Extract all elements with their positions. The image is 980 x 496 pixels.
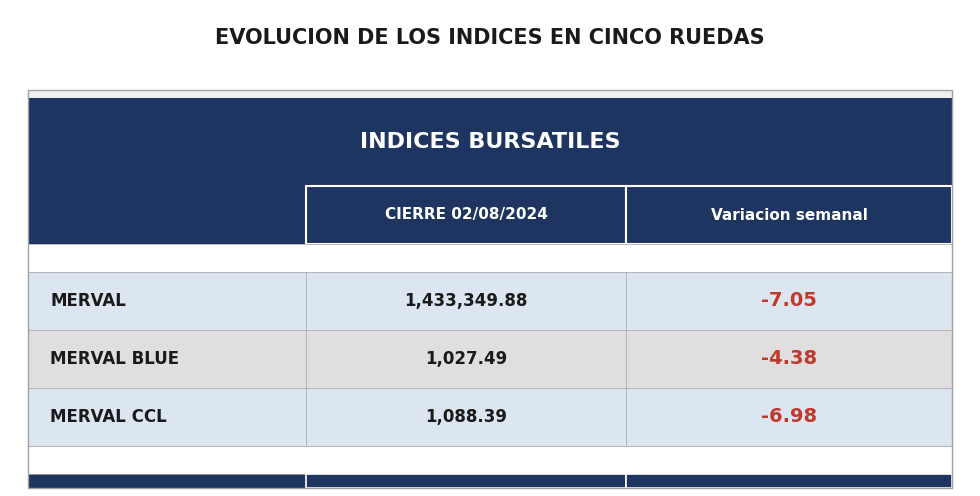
Text: MERVAL CCL: MERVAL CCL xyxy=(50,408,167,426)
Text: -6.98: -6.98 xyxy=(760,408,817,427)
Text: -7.05: -7.05 xyxy=(761,292,817,310)
Text: 1,433,349.88: 1,433,349.88 xyxy=(405,292,527,310)
Text: MERVAL BLUE: MERVAL BLUE xyxy=(50,350,179,368)
Text: EVOLUCION DE LOS INDICES EN CINCO RUEDAS: EVOLUCION DE LOS INDICES EN CINCO RUEDAS xyxy=(216,28,764,48)
Text: CIERRE 02/08/2024: CIERRE 02/08/2024 xyxy=(384,207,548,223)
Text: INDICES BURSATILES: INDICES BURSATILES xyxy=(360,132,620,152)
Text: MERVAL: MERVAL xyxy=(50,292,125,310)
Text: 1,027.49: 1,027.49 xyxy=(425,350,507,368)
Text: -4.38: -4.38 xyxy=(760,350,817,369)
Text: Variacion semanal: Variacion semanal xyxy=(710,207,867,223)
Text: 1,088.39: 1,088.39 xyxy=(425,408,507,426)
